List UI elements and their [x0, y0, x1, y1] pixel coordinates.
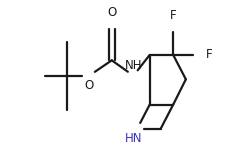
Text: HN: HN — [125, 132, 142, 145]
Text: NH: NH — [125, 59, 142, 72]
Text: F: F — [206, 48, 213, 61]
Text: O: O — [107, 6, 116, 19]
Text: F: F — [170, 9, 177, 22]
Text: O: O — [84, 79, 94, 92]
